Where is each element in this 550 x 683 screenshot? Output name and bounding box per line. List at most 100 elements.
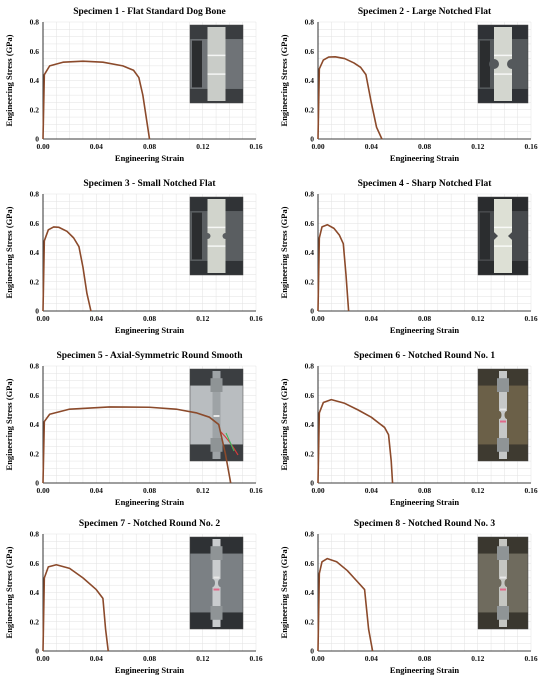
chart-title: Specimen 5 - Axial-Symmetric Round Smoot… [56, 351, 243, 361]
x-tick-label: 0.12 [196, 314, 209, 323]
x-tick-label: 0.04 [90, 314, 103, 323]
chart-panel-4: 0.00 0.04 0.08 0.12 0.16 0 0.2 0.4 0.6 0.8 Specime… [275, 172, 550, 343]
y-tick-label: 0.4 [305, 420, 315, 429]
notched-round-3-specimen-photo [477, 536, 529, 630]
y-axis-label: Engineering Stress (GPa) [4, 34, 14, 126]
chart-title: Specimen 3 - Small Notched Flat [83, 179, 216, 189]
x-tick-label: 0.12 [471, 654, 484, 663]
y-axis-label: Engineering Stress (GPa) [279, 546, 289, 638]
chart-panel-8: 0.00 0.04 0.08 0.12 0.16 0 0.2 0.4 0.6 0.8 Specime… [275, 512, 550, 683]
notched-round-2-specimen-photo [189, 536, 244, 630]
x-tick-label: 0.12 [196, 142, 209, 151]
y-tick-label: 0 [310, 135, 314, 144]
x-tick-label: 0.00 [311, 654, 324, 663]
notched-round-1-specimen-photo [477, 368, 529, 462]
x-tick-label: 0.12 [196, 486, 209, 495]
y-axis-label: Engineering Stress (GPa) [4, 378, 14, 470]
y-tick-label: 0 [310, 479, 314, 488]
y-tick-label: 0.8 [30, 530, 40, 539]
y-tick-label: 0 [35, 135, 39, 144]
x-tick-label: 0.08 [143, 654, 156, 663]
y-axis-label: Engineering Stress (GPa) [4, 206, 14, 298]
y-axis-label: Engineering Stress (GPa) [279, 206, 289, 298]
x-tick-label: 0.16 [524, 314, 537, 323]
y-tick-label: 0.8 [30, 18, 40, 27]
y-tick-label: 0.4 [305, 248, 315, 257]
y-tick-label: 0.8 [30, 362, 40, 371]
y-axis-label: Engineering Stress (GPa) [279, 34, 289, 126]
y-tick-label: 0.2 [30, 105, 40, 114]
y-tick-label: 0.6 [30, 559, 40, 568]
chart-title: Specimen 1 - Flat Standard Dog Bone [73, 7, 226, 17]
y-tick-label: 0.6 [30, 47, 40, 56]
y-tick-label: 0.4 [305, 76, 315, 85]
x-tick-label: 0.08 [143, 486, 156, 495]
y-tick-label: 0.2 [30, 449, 40, 458]
x-tick-label: 0.08 [143, 314, 156, 323]
y-tick-label: 0.2 [305, 617, 315, 626]
x-tick-label: 0.08 [143, 142, 156, 151]
x-tick-label: 0.00 [36, 314, 49, 323]
y-tick-label: 0 [35, 647, 39, 656]
chart-svg: 0.00 0.04 0.08 0.12 0.16 0 0.2 0.4 0.6 0.8 Specime… [279, 179, 538, 335]
x-axis-label: Engineering Strain [390, 153, 459, 163]
chart-title: Specimen 4 - Sharp Notched Flat [358, 179, 493, 189]
small-notched-flat-specimen-photo [189, 196, 244, 276]
y-tick-label: 0.2 [30, 617, 40, 626]
y-tick-label: 0.2 [30, 277, 40, 286]
y-tick-label: 0.4 [30, 588, 40, 597]
stress-strain-curve [317, 557, 374, 652]
y-tick-label: 0.6 [30, 391, 40, 400]
stress-strain-curve [317, 56, 383, 140]
chart-svg: 0.00 0.04 0.08 0.12 0.16 0 0.2 0.4 0.6 0.8 Specime… [4, 179, 263, 335]
x-tick-label: 0.04 [365, 314, 378, 323]
stress-strain-curve [317, 223, 350, 312]
x-axis-label: Engineering Strain [115, 153, 184, 163]
chart-title: Specimen 6 - Notched Round No. 1 [354, 351, 495, 361]
y-tick-label: 0.2 [305, 105, 315, 114]
x-tick-label: 0.16 [524, 142, 537, 151]
x-tick-label: 0.04 [90, 486, 103, 495]
chart-svg: 0.00 0.04 0.08 0.12 0.16 0 0.2 0.4 0.6 0.8 Specime… [279, 519, 538, 675]
x-tick-label: 0.00 [311, 142, 324, 151]
x-tick-label: 0.12 [196, 654, 209, 663]
y-tick-label: 0.6 [305, 47, 315, 56]
x-tick-label: 0.00 [36, 486, 49, 495]
chart-svg: 0.00 0.04 0.08 0.12 0.16 0 0.2 0.4 0.6 0.8 Specime… [4, 351, 263, 507]
x-tick-label: 0.16 [524, 654, 537, 663]
chart-panel-7: 0.00 0.04 0.08 0.12 0.16 0 0.2 0.4 0.6 0.8 Specime… [0, 512, 275, 683]
y-tick-label: 0.6 [305, 559, 315, 568]
chart-title: Specimen 8 - Notched Round No. 3 [354, 519, 495, 529]
x-tick-label: 0.08 [418, 486, 431, 495]
x-tick-label: 0.08 [418, 654, 431, 663]
chart-svg: 0.00 0.04 0.08 0.12 0.16 0 0.2 0.4 0.6 0.8 Specime… [279, 351, 538, 507]
y-axis-label: Engineering Stress (GPa) [279, 378, 289, 470]
y-tick-label: 0.4 [30, 76, 40, 85]
x-tick-label: 0.00 [36, 142, 49, 151]
x-tick-label: 0.16 [524, 486, 537, 495]
y-tick-label: 0.2 [305, 277, 315, 286]
y-tick-label: 0.6 [30, 219, 40, 228]
y-tick-label: 0.8 [305, 530, 315, 539]
x-tick-label: 0.16 [249, 486, 262, 495]
x-axis-label: Engineering Strain [390, 325, 459, 335]
x-tick-label: 0.04 [365, 654, 378, 663]
sharp-notched-flat-specimen-photo [477, 196, 529, 276]
chart-title: Specimen 2 - Large Notched Flat [358, 7, 492, 17]
x-axis-label: Engineering Strain [390, 665, 459, 675]
stress-strain-curve [42, 60, 151, 140]
x-tick-label: 0.16 [249, 142, 262, 151]
x-axis-label: Engineering Strain [390, 497, 459, 507]
x-tick-label: 0.12 [471, 314, 484, 323]
y-tick-label: 0 [310, 307, 314, 316]
x-tick-label: 0.04 [365, 142, 378, 151]
chart-panel-5: 0.00 0.04 0.08 0.12 0.16 0 0.2 0.4 0.6 0.8 Specime… [0, 344, 275, 515]
stress-strain-curve [42, 406, 232, 484]
flat-dog-bone-specimen-photo [189, 24, 244, 104]
x-tick-label: 0.04 [365, 486, 378, 495]
x-axis-label: Engineering Strain [115, 325, 184, 335]
chart-panel-3: 0.00 0.04 0.08 0.12 0.16 0 0.2 0.4 0.6 0.8 Specime… [0, 172, 275, 343]
y-tick-label: 0.6 [305, 219, 315, 228]
stress-strain-curve [42, 226, 92, 312]
